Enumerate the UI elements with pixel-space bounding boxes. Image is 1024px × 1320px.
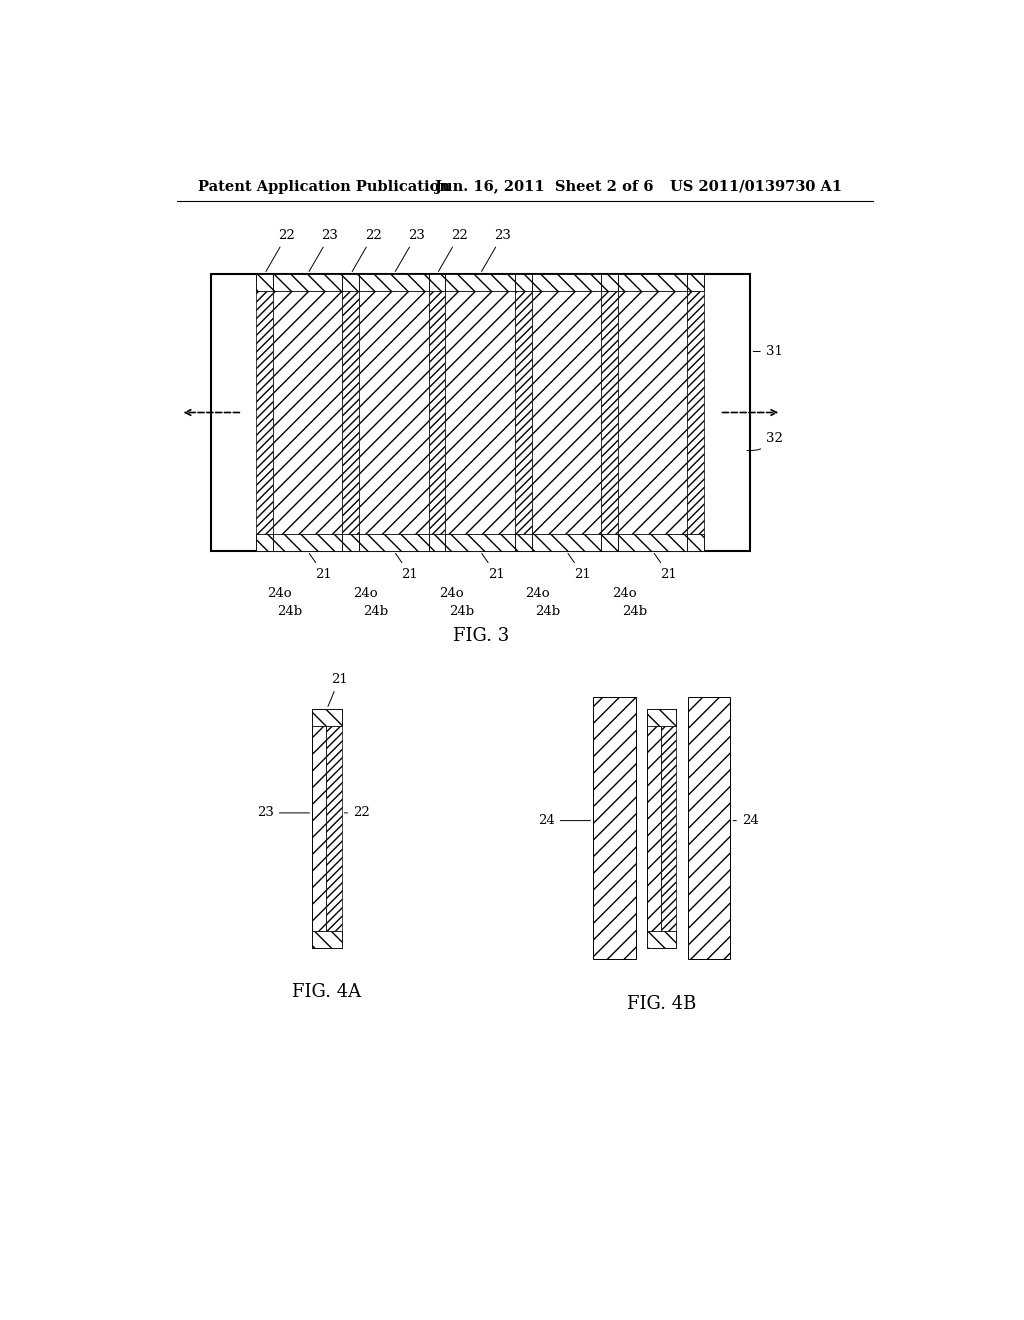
Text: 23: 23 (395, 228, 425, 272)
Text: Patent Application Publication: Patent Application Publication (199, 180, 451, 194)
Bar (312, 709, 326, 948)
Text: 21: 21 (568, 553, 591, 581)
Bar (445, 535, 515, 552)
Bar (647, 931, 677, 948)
Text: 21: 21 (328, 673, 347, 706)
Bar (647, 709, 662, 948)
Text: FIG. 4B: FIG. 4B (627, 995, 696, 1012)
Bar (687, 275, 705, 552)
Text: 23: 23 (309, 228, 338, 272)
Bar (326, 709, 342, 948)
Bar (662, 709, 677, 948)
Bar (647, 709, 677, 726)
Bar (273, 275, 342, 552)
Bar (445, 275, 515, 552)
Bar (273, 275, 342, 290)
Bar (256, 535, 273, 552)
Text: Jun. 16, 2011  Sheet 2 of 6: Jun. 16, 2011 Sheet 2 of 6 (435, 180, 653, 194)
Text: FIG. 3: FIG. 3 (453, 627, 509, 644)
Bar (342, 275, 359, 552)
Text: US 2011/0139730 A1: US 2011/0139730 A1 (670, 180, 842, 194)
Bar (256, 275, 273, 290)
Text: 24: 24 (538, 814, 591, 828)
Text: 21: 21 (481, 553, 505, 581)
Text: FIG. 4A: FIG. 4A (292, 983, 361, 1002)
Text: 24o: 24o (439, 587, 464, 601)
Text: 32: 32 (746, 432, 782, 450)
Bar (515, 275, 531, 290)
Bar (342, 535, 359, 552)
Bar (359, 275, 429, 552)
Text: 22: 22 (266, 228, 295, 272)
Bar (256, 275, 273, 552)
Text: 22: 22 (352, 228, 381, 272)
Text: 24b: 24b (622, 605, 647, 618)
Bar (429, 275, 445, 290)
Bar (593, 697, 636, 960)
Text: 24o: 24o (611, 587, 637, 601)
Bar (617, 275, 687, 552)
Text: 21: 21 (395, 553, 419, 581)
Text: 24b: 24b (364, 605, 388, 618)
Bar (515, 535, 531, 552)
Bar (531, 275, 601, 552)
Text: 24b: 24b (450, 605, 474, 618)
Bar (359, 535, 429, 552)
Text: 24b: 24b (536, 605, 561, 618)
Bar (429, 535, 445, 552)
Bar (687, 275, 705, 290)
Bar (531, 275, 601, 290)
Text: 23: 23 (257, 807, 309, 820)
Bar (429, 275, 445, 552)
Bar (211, 275, 751, 552)
Bar (688, 697, 730, 960)
Bar (601, 535, 617, 552)
Bar (515, 275, 531, 552)
Bar (312, 709, 342, 726)
Text: 22: 22 (438, 228, 468, 272)
Bar (687, 535, 705, 552)
Text: 21: 21 (309, 553, 332, 581)
Text: 31: 31 (754, 345, 782, 358)
Bar (273, 535, 342, 552)
Bar (531, 535, 601, 552)
Bar (617, 275, 687, 290)
Text: 24: 24 (733, 814, 759, 828)
Text: 22: 22 (344, 807, 370, 820)
Text: 24o: 24o (267, 587, 292, 601)
Bar (617, 535, 687, 552)
Bar (445, 275, 515, 290)
Text: 24b: 24b (276, 605, 302, 618)
Bar (601, 275, 617, 552)
Text: 23: 23 (481, 228, 511, 272)
Text: 24o: 24o (353, 587, 378, 601)
Text: 24o: 24o (525, 587, 550, 601)
Bar (342, 275, 359, 290)
Text: 21: 21 (654, 553, 677, 581)
Bar (359, 275, 429, 290)
Bar (601, 275, 617, 290)
Bar (312, 931, 342, 948)
